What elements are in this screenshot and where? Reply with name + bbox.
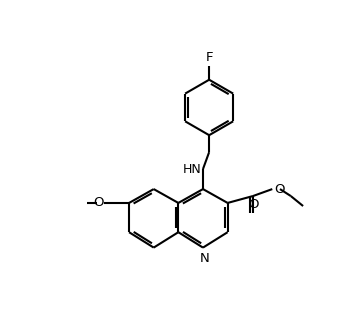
- Text: HN: HN: [183, 162, 201, 176]
- Text: N: N: [200, 252, 210, 265]
- Text: O: O: [93, 197, 104, 210]
- Text: O: O: [274, 183, 284, 196]
- Text: O: O: [248, 198, 258, 211]
- Text: F: F: [205, 51, 213, 64]
